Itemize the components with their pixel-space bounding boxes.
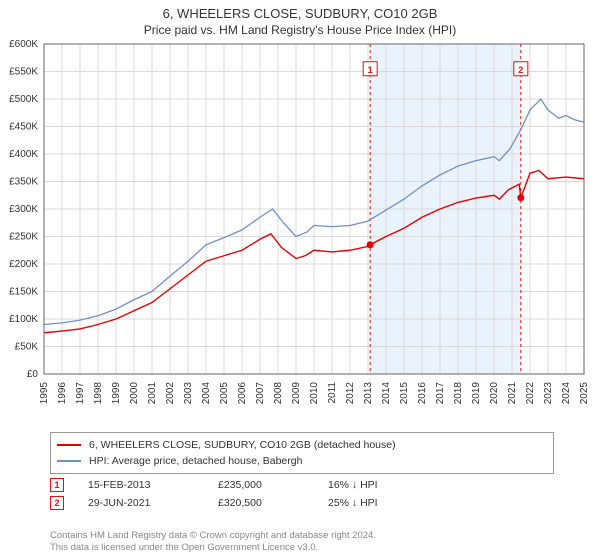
- svg-text:£400K: £400K: [9, 149, 38, 160]
- svg-text:2: 2: [518, 65, 523, 75]
- chart-container: 6, WHEELERS CLOSE, SUDBURY, CO10 2GB Pri…: [0, 0, 600, 560]
- svg-text:£600K: £600K: [9, 39, 38, 50]
- svg-text:1: 1: [368, 65, 373, 75]
- svg-text:2021: 2021: [507, 382, 518, 405]
- svg-text:£300K: £300K: [9, 204, 38, 215]
- legend-label: HPI: Average price, detached house, Babe…: [89, 455, 302, 467]
- svg-text:2002: 2002: [165, 382, 176, 405]
- svg-text:£150K: £150K: [9, 287, 38, 298]
- sale-hpi-delta: 25% ↓ HPI: [328, 497, 448, 509]
- svg-text:2016: 2016: [417, 382, 428, 405]
- svg-text:1995: 1995: [39, 382, 50, 405]
- svg-text:£550K: £550K: [9, 67, 38, 78]
- legend-item: 6, WHEELERS CLOSE, SUDBURY, CO10 2GB (de…: [57, 437, 547, 453]
- svg-text:£200K: £200K: [9, 259, 38, 270]
- chart: £0£50K£100K£150K£200K£250K£300K£350K£400…: [44, 44, 584, 404]
- sale-hpi-delta: 16% ↓ HPI: [328, 479, 448, 491]
- svg-text:£0: £0: [27, 369, 39, 380]
- svg-text:£500K: £500K: [9, 94, 38, 105]
- svg-text:2014: 2014: [381, 382, 392, 405]
- legend-label: 6, WHEELERS CLOSE, SUDBURY, CO10 2GB (de…: [89, 439, 396, 451]
- footer: Contains HM Land Registry data © Crown c…: [50, 530, 550, 554]
- chart-svg: £0£50K£100K£150K£200K£250K£300K£350K£400…: [44, 44, 584, 424]
- footer-line2: This data is licensed under the Open Gov…: [50, 542, 550, 554]
- svg-text:2005: 2005: [219, 382, 230, 405]
- svg-text:2020: 2020: [489, 382, 500, 405]
- svg-text:2018: 2018: [453, 382, 464, 405]
- sale-marker-2: 2: [50, 496, 64, 510]
- svg-text:2010: 2010: [309, 382, 320, 405]
- svg-text:£450K: £450K: [9, 122, 38, 133]
- svg-text:1997: 1997: [75, 382, 86, 405]
- legend-swatch-price: [57, 444, 81, 446]
- svg-text:2007: 2007: [255, 382, 266, 405]
- sale-price: £235,000: [218, 479, 328, 491]
- svg-text:2024: 2024: [561, 382, 572, 405]
- sales-table: 1 15-FEB-2013 £235,000 16% ↓ HPI 2 29-JU…: [50, 476, 550, 512]
- svg-text:2004: 2004: [201, 382, 212, 405]
- page-subtitle: Price paid vs. HM Land Registry's House …: [0, 21, 600, 41]
- svg-text:2011: 2011: [327, 382, 338, 404]
- svg-text:2012: 2012: [345, 382, 356, 405]
- legend-item: HPI: Average price, detached house, Babe…: [57, 453, 547, 469]
- svg-text:2025: 2025: [579, 382, 590, 405]
- svg-text:£350K: £350K: [9, 177, 38, 188]
- svg-text:2000: 2000: [129, 382, 140, 405]
- svg-text:1996: 1996: [57, 382, 68, 405]
- sale-marker-1: 1: [50, 478, 64, 492]
- svg-text:£250K: £250K: [9, 232, 38, 243]
- svg-text:2003: 2003: [183, 382, 194, 405]
- svg-text:2009: 2009: [291, 382, 302, 405]
- sales-row: 1 15-FEB-2013 £235,000 16% ↓ HPI: [50, 476, 550, 494]
- footer-line1: Contains HM Land Registry data © Crown c…: [50, 530, 550, 542]
- svg-text:2013: 2013: [363, 382, 374, 405]
- legend: 6, WHEELERS CLOSE, SUDBURY, CO10 2GB (de…: [50, 432, 554, 474]
- svg-text:2022: 2022: [525, 382, 536, 405]
- svg-text:2006: 2006: [237, 382, 248, 405]
- svg-text:£50K: £50K: [15, 342, 39, 353]
- svg-text:2017: 2017: [435, 382, 446, 405]
- svg-text:2015: 2015: [399, 382, 410, 405]
- svg-text:1999: 1999: [111, 382, 122, 405]
- sales-row: 2 29-JUN-2021 £320,500 25% ↓ HPI: [50, 494, 550, 512]
- svg-text:2023: 2023: [543, 382, 554, 405]
- legend-swatch-hpi: [57, 460, 81, 462]
- svg-text:2019: 2019: [471, 382, 482, 405]
- page-title: 6, WHEELERS CLOSE, SUDBURY, CO10 2GB: [0, 0, 600, 21]
- sale-date: 15-FEB-2013: [88, 479, 218, 491]
- svg-text:£100K: £100K: [9, 314, 38, 325]
- svg-text:1998: 1998: [93, 382, 104, 405]
- sale-price: £320,500: [218, 497, 328, 509]
- sale-date: 29-JUN-2021: [88, 497, 218, 509]
- svg-text:2001: 2001: [147, 382, 158, 405]
- svg-text:2008: 2008: [273, 382, 284, 405]
